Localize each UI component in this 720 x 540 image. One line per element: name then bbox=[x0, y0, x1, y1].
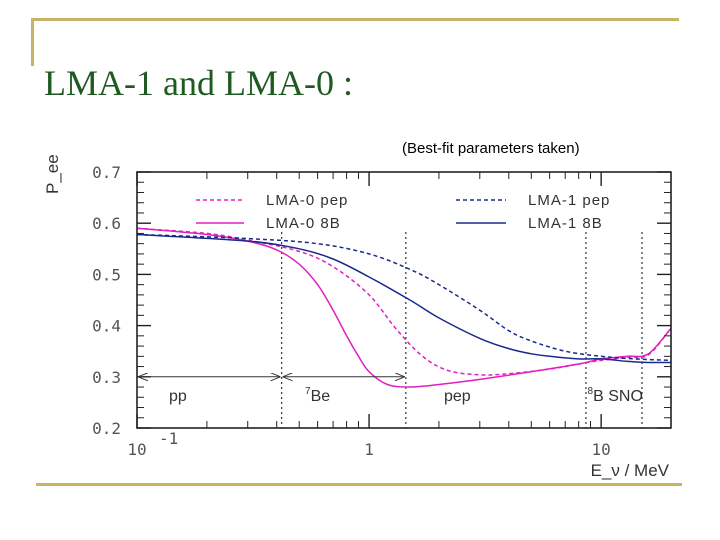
region-label-superscript: 7 bbox=[305, 386, 311, 397]
slide-subtitle: (Best-fit parameters taken) bbox=[402, 140, 580, 157]
region-label-text: Be bbox=[311, 388, 331, 405]
region-label-text: B SNO bbox=[593, 388, 643, 405]
region-label: pp bbox=[169, 388, 187, 405]
y-tick-label: 0.5 bbox=[92, 265, 121, 284]
series-line-2 bbox=[136, 233, 672, 362]
x-tick-label: 10 bbox=[592, 440, 611, 459]
region-label: 8B SNO bbox=[588, 386, 643, 405]
x-tick-label: 1 bbox=[364, 440, 374, 459]
legend-label-2: LMA-1 pep bbox=[528, 192, 610, 209]
legend-label-1: LMA-0 8B bbox=[266, 215, 341, 232]
region-label-superscript: 8 bbox=[588, 386, 594, 397]
plot-frame bbox=[136, 171, 672, 429]
decorative-left-rule bbox=[31, 18, 34, 66]
y-tick-label: 0.2 bbox=[92, 419, 121, 438]
y-axis-label: P_ee bbox=[43, 154, 62, 194]
slide-title: LMA-1 and LMA-0 : bbox=[44, 63, 353, 103]
series-line-3 bbox=[136, 233, 672, 364]
decorative-top-rule bbox=[31, 18, 679, 21]
x-tick-label: 10 bbox=[127, 440, 146, 459]
legend-label-0: LMA-0 pep bbox=[266, 192, 348, 209]
y-tick-label: 0.4 bbox=[92, 317, 121, 336]
series-line-1 bbox=[136, 227, 672, 388]
y-tick-label: 0.3 bbox=[92, 368, 121, 387]
region-label: 7Be bbox=[305, 386, 330, 405]
series-line-0 bbox=[136, 227, 672, 376]
x-axis-label: E_ν / MeV bbox=[591, 461, 670, 480]
y-tick-label: 0.6 bbox=[92, 214, 121, 233]
x-tick-exponent: -1 bbox=[159, 429, 178, 448]
decorative-bottom-rule bbox=[36, 483, 682, 486]
legend-label-3: LMA-1 8B bbox=[528, 215, 603, 232]
region-label: pep bbox=[444, 388, 471, 405]
y-tick-label: 0.7 bbox=[92, 163, 121, 182]
